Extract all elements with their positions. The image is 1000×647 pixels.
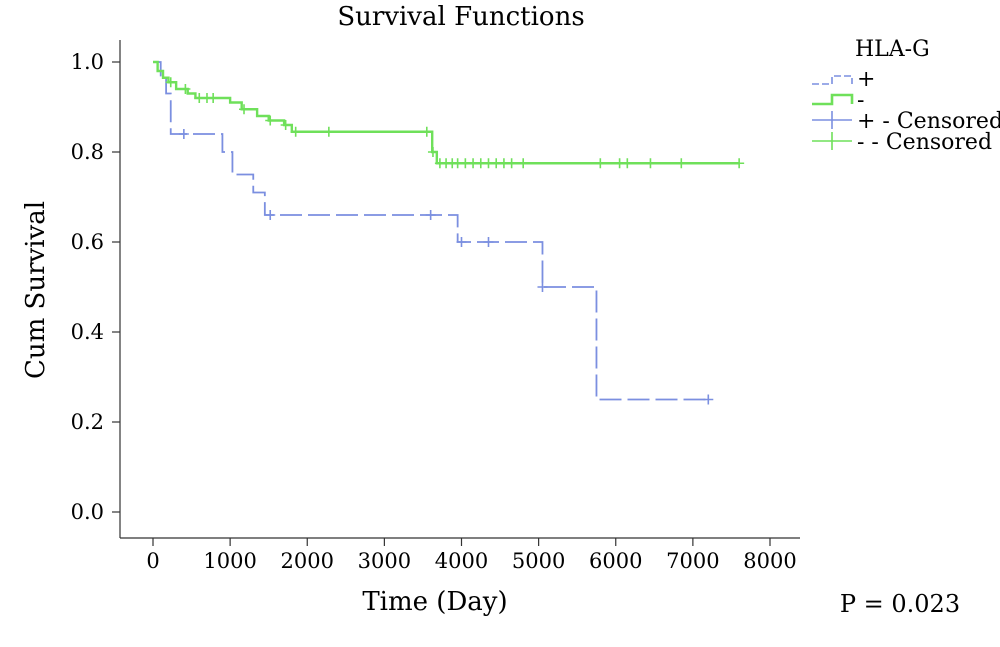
censor-mark xyxy=(703,394,714,405)
legend-swatch xyxy=(812,75,853,85)
x-tick-label: 7000 xyxy=(666,549,719,573)
censor-mark xyxy=(290,126,301,137)
x-tick-label: 6000 xyxy=(589,549,642,573)
x-ticks: 0 1000 2000 3000 4000 5000 6000 7000 8000 xyxy=(146,538,797,573)
censor-mark xyxy=(622,158,633,169)
y-ticks: 0.0 0.2 0.4 0.6 0.8 1.0 xyxy=(71,50,120,524)
legend-entry: + xyxy=(812,67,875,92)
axes xyxy=(119,40,800,539)
censor-mark xyxy=(280,120,291,130)
x-tick-label: 8000 xyxy=(743,549,796,573)
x-tick-label: 4000 xyxy=(435,549,488,573)
censor-mark xyxy=(323,126,334,137)
legend-entry: - - Censored xyxy=(812,130,992,155)
legend-label: + - Censored xyxy=(857,109,1000,134)
censor-mark xyxy=(456,237,467,247)
censor-mark xyxy=(734,158,745,169)
series-layer xyxy=(153,60,745,405)
legend-entry: + - Censored xyxy=(812,109,1000,134)
legend: HLA-G +-+ - Censored- - Censored xyxy=(812,37,1000,155)
y-tick-label: 0.0 xyxy=(71,500,104,524)
legend-swatch xyxy=(812,93,854,106)
censor-mark xyxy=(208,93,219,103)
y-tick-label: 0.2 xyxy=(71,410,104,434)
censor-mark xyxy=(483,237,494,247)
y-axis-label: Cum Survival xyxy=(21,201,51,379)
legend-swatch xyxy=(812,111,852,129)
x-tick-label: 1000 xyxy=(203,549,256,573)
legend-swatch xyxy=(812,132,852,150)
censor-mark xyxy=(180,84,191,94)
x-tick-label: 0 xyxy=(146,549,159,573)
censor-mark xyxy=(595,158,606,169)
chart-title: Survival Functions xyxy=(337,2,584,32)
y-tick-label: 1.0 xyxy=(71,50,104,74)
legend-label: - xyxy=(857,88,864,113)
censor-mark xyxy=(645,158,656,169)
censor-mark xyxy=(178,129,189,139)
x-tick-label: 5000 xyxy=(512,549,565,573)
p-value-annotation: P = 0.023 xyxy=(840,590,960,618)
censor-mark xyxy=(506,158,517,169)
y-tick-label: 0.6 xyxy=(71,230,104,254)
censor-mark xyxy=(265,210,276,220)
y-tick-label: 0.4 xyxy=(71,320,104,344)
y-tick-label: 0.8 xyxy=(71,140,104,164)
censor-mark xyxy=(425,210,436,220)
legend-label: + xyxy=(857,67,875,92)
legend-label: - - Censored xyxy=(857,130,992,155)
series-line-negative xyxy=(153,60,740,165)
censor-mark xyxy=(427,147,438,157)
censor-mark xyxy=(265,115,276,126)
censor-mark xyxy=(676,158,687,169)
x-tick-label: 3000 xyxy=(358,549,411,573)
censor-mark xyxy=(537,282,548,292)
legend-entry: - xyxy=(812,88,864,113)
censor-mark xyxy=(165,77,176,88)
censor-mark xyxy=(421,126,432,137)
censor-mark xyxy=(239,104,250,115)
x-tick-label: 2000 xyxy=(281,549,334,573)
series-line-positive xyxy=(153,61,709,401)
x-axis-label: Time (Day) xyxy=(362,587,507,617)
censor-mark xyxy=(518,158,529,169)
legend-title: HLA-G xyxy=(855,37,930,62)
legend-entries: +-+ - Censored- - Censored xyxy=(812,67,1000,155)
